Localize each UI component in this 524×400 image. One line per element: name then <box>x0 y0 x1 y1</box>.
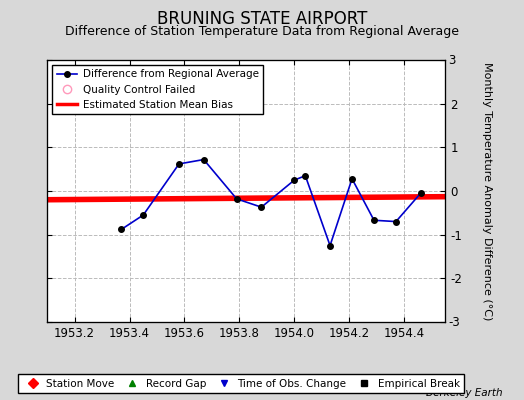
Legend: Difference from Regional Average, Quality Control Failed, Estimated Station Mean: Difference from Regional Average, Qualit… <box>52 65 263 114</box>
Text: 3: 3 <box>448 54 455 67</box>
Text: -3: -3 <box>448 316 460 328</box>
Legend: Station Move, Record Gap, Time of Obs. Change, Empirical Break: Station Move, Record Gap, Time of Obs. C… <box>18 374 464 393</box>
Y-axis label: Monthly Temperature Anomaly Difference (°C): Monthly Temperature Anomaly Difference (… <box>482 62 492 320</box>
Text: Berkeley Earth: Berkeley Earth <box>427 388 503 398</box>
Text: Difference of Station Temperature Data from Regional Average: Difference of Station Temperature Data f… <box>65 25 459 38</box>
Text: BRUNING STATE AIRPORT: BRUNING STATE AIRPORT <box>157 10 367 28</box>
